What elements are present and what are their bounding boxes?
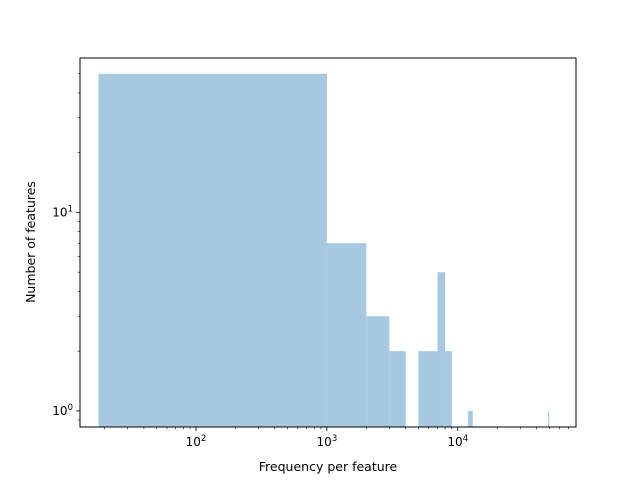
plot-frame bbox=[79, 57, 577, 428]
x-tick-label: 103 bbox=[317, 434, 338, 449]
histogram-bar bbox=[445, 351, 452, 427]
histogram-bar bbox=[548, 410, 550, 427]
y-tick-label: 101 bbox=[52, 204, 73, 219]
histogram-bar bbox=[326, 243, 367, 427]
y-axis-label: Number of features bbox=[23, 181, 38, 303]
bars-layer bbox=[98, 73, 550, 427]
x-axis-label: Frequency per feature bbox=[259, 459, 398, 474]
histogram-bar bbox=[437, 272, 446, 427]
histogram-bar bbox=[468, 410, 473, 427]
x-tick-label: 104 bbox=[447, 434, 468, 449]
ticks-layer: 102 103 104 100 101 bbox=[52, 73, 569, 449]
histogram-bar bbox=[98, 73, 327, 427]
histogram-bar bbox=[389, 351, 406, 427]
y-tick-label: 100 bbox=[52, 403, 73, 418]
histogram-bar bbox=[366, 316, 390, 427]
x-tick-label: 102 bbox=[186, 434, 207, 449]
histogram-bar bbox=[418, 351, 438, 427]
